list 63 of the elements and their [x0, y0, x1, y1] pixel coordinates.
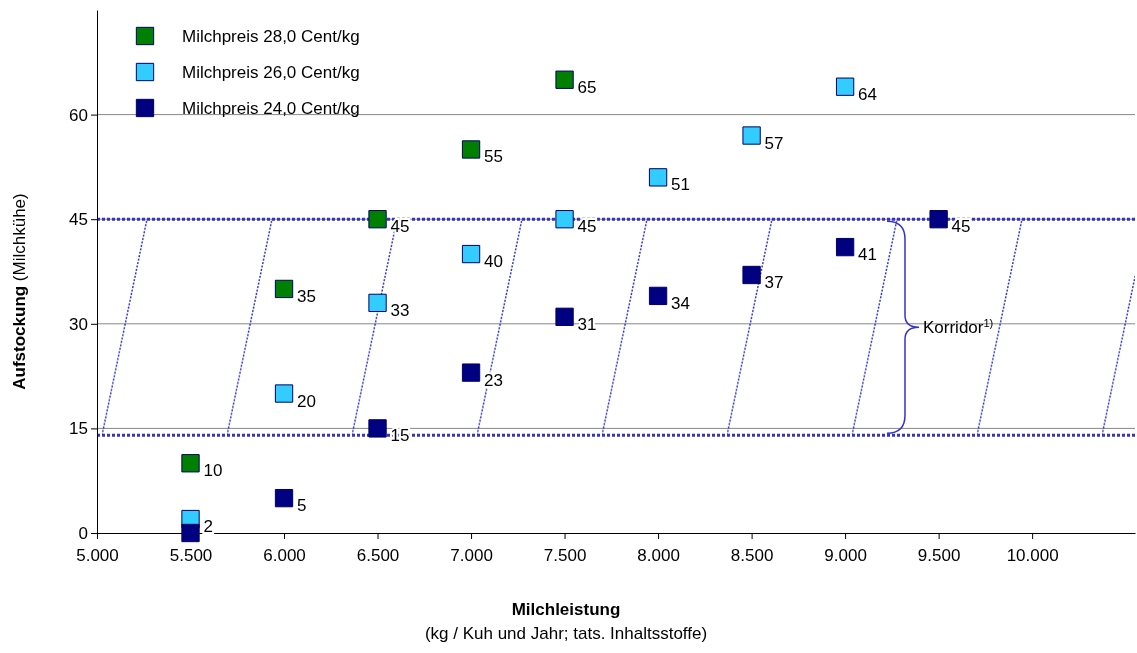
band-label: Korridor$^{1)}$: [923, 317, 994, 338]
point: [742, 265, 761, 285]
x-tick-label: 5.500: [169, 545, 213, 565]
x-tick-label: 6.000: [263, 545, 306, 565]
y-tick-label: 30: [69, 314, 88, 334]
y-axis-title: Aufstockung (Milchkühe): [10, 193, 29, 390]
legend-label: Milchpreis 28,0 Cent/kg: [182, 27, 360, 46]
data-label: 34: [671, 293, 690, 313]
data-label: 55: [484, 147, 503, 167]
data-label: 31: [577, 314, 597, 334]
point: [835, 237, 855, 257]
point: [368, 293, 387, 313]
x-tick-label: 9.500: [917, 545, 961, 565]
legend-label: Milchpreis 26,0 Cent/kg: [182, 63, 360, 82]
data-label: 2: [203, 517, 213, 537]
point: [555, 210, 574, 229]
point: [835, 77, 855, 96]
data-label: 41: [858, 245, 878, 265]
data-label: 23: [484, 370, 503, 390]
point: [274, 488, 294, 508]
point: [929, 210, 948, 229]
data-label: 65: [577, 77, 597, 97]
data-label: 35: [297, 286, 316, 306]
x-tick-label: 8.000: [637, 545, 680, 565]
point: [648, 286, 668, 306]
point: [742, 126, 761, 145]
y-tick-label: 0: [78, 523, 88, 543]
point: [461, 140, 481, 159]
x-tick-label: 7.500: [543, 545, 587, 565]
x-tick-label: 5.000: [76, 545, 119, 565]
data-label: 45: [951, 217, 971, 237]
data-label: 40: [484, 252, 503, 272]
x-tick-label: 10.000: [1006, 545, 1059, 565]
x-tick-label: 8.500: [730, 545, 774, 565]
legend-label: Milchpreis 24,0 Cent/kg: [182, 99, 360, 118]
x-tick-label: 9.000: [824, 545, 867, 565]
data-label: 45: [577, 217, 597, 237]
data-label: 64: [858, 84, 878, 104]
x-tick-label: 7.000: [450, 545, 493, 565]
data-label: 10: [203, 461, 223, 481]
point: [274, 384, 294, 403]
point: [368, 210, 387, 229]
data-label: 5: [297, 496, 307, 516]
point: [181, 454, 200, 473]
point: [368, 419, 387, 438]
point: [555, 307, 574, 326]
data-label: 37: [764, 272, 784, 292]
data-label: 20: [297, 391, 316, 411]
point: [461, 244, 481, 264]
data-label: 33: [390, 300, 410, 320]
data-label: 57: [764, 133, 784, 153]
x-tick-label: 6.500: [356, 545, 400, 565]
point: [274, 279, 294, 299]
x-axis-title: Milchleistung (kg / Kuh und Jahr; tats. Inhaltsstoffe): [424, 600, 708, 643]
y-tick-label: 45: [69, 210, 88, 230]
point: [461, 363, 481, 382]
y-tick-label: 15: [69, 419, 88, 439]
point: [555, 70, 574, 89]
y-tick-label: 60: [69, 105, 88, 125]
data-label: 45: [390, 217, 410, 237]
point: [648, 168, 668, 187]
data-label: 51: [671, 175, 690, 195]
point: [181, 523, 200, 543]
